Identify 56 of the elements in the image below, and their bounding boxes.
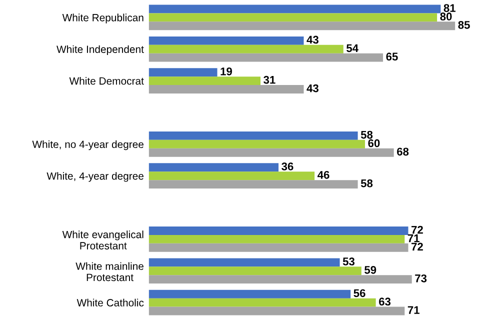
data-label: 36 (282, 162, 294, 170)
y-tick-label: White Independent (56, 45, 144, 56)
data-label: 63 (378, 298, 391, 306)
bar (148, 36, 304, 45)
y-tick-label: White, 4-year degree (46, 172, 144, 182)
bar (148, 163, 279, 172)
y-tick-label: White, no 4-year degree (32, 140, 144, 150)
data-label: 71 (408, 234, 420, 242)
bar (148, 172, 315, 180)
data-label: 60 (368, 139, 380, 148)
data-label: 43 (306, 84, 318, 92)
bar (148, 53, 384, 62)
y-tick-label: White mainline Protestant (76, 262, 144, 282)
bar (148, 148, 394, 157)
data-label: 53 (342, 258, 355, 266)
data-label: 72 (411, 226, 423, 234)
data-label: 56 (354, 289, 366, 298)
bar (148, 290, 351, 298)
bar (148, 306, 405, 316)
data-label: 54 (346, 44, 358, 52)
y-tick-label: White Catholic (76, 298, 144, 306)
data-label: 31 (264, 76, 276, 84)
data-label: 81 (444, 4, 456, 12)
y-tick-label: White evangelical Protestant (62, 230, 144, 250)
bar (148, 266, 362, 276)
bar (148, 131, 358, 140)
data-label: 72 (411, 242, 423, 251)
bar (148, 13, 438, 22)
data-label: 58 (360, 130, 373, 139)
bar (148, 243, 408, 252)
y-tick-label: White Republican (62, 14, 144, 24)
data-label: 71 (408, 306, 420, 314)
data-label: 85 (458, 21, 470, 29)
bar (148, 68, 218, 77)
bar (148, 258, 340, 267)
data-label: 46 (318, 170, 330, 179)
data-label: 58 (360, 179, 373, 188)
data-label: 68 (397, 148, 409, 156)
data-label: 65 (386, 52, 398, 61)
data-label: 59 (364, 266, 376, 274)
data-label: 73 (415, 274, 427, 282)
data-label: 43 (306, 36, 318, 44)
bar (148, 275, 412, 284)
bar (148, 298, 376, 307)
bar (148, 226, 408, 235)
y-tick-label: White Democrat (69, 77, 144, 85)
bar (148, 76, 261, 86)
bar (148, 44, 344, 54)
bar (148, 180, 358, 189)
bar (148, 234, 405, 244)
bar (148, 85, 304, 94)
data-label: 19 (220, 67, 232, 76)
bar (148, 4, 441, 14)
data-label: 80 (440, 12, 452, 20)
bar (148, 140, 365, 148)
bar (148, 22, 456, 30)
